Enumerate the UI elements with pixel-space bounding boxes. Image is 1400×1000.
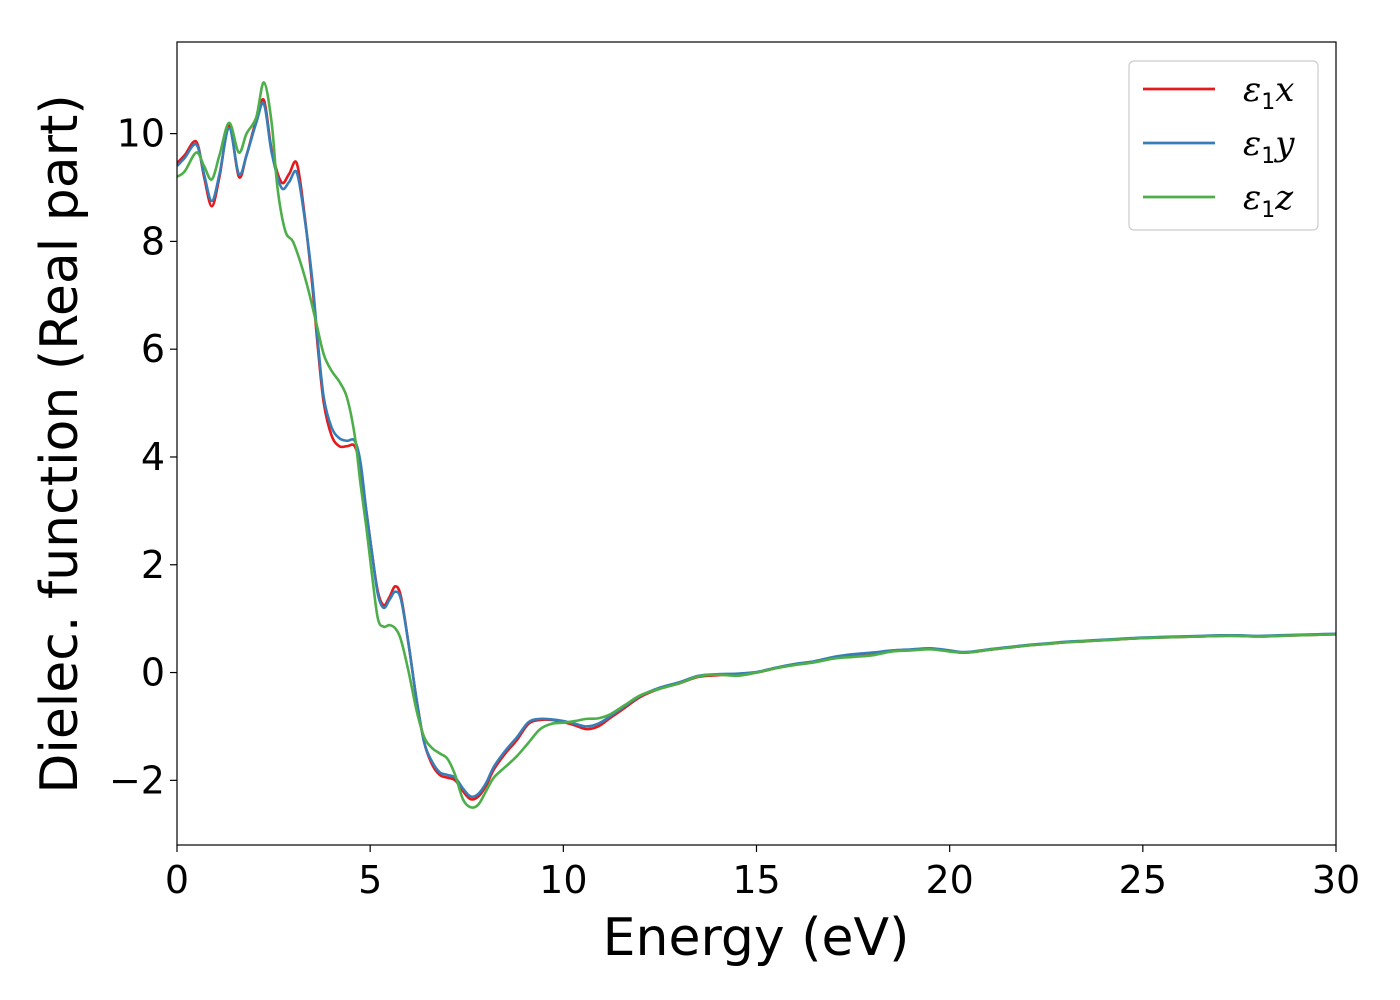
y-axis-label: Dielec. function (Real part) — [30, 94, 90, 793]
y-tick-label: 8 — [141, 219, 165, 263]
series-line-z — [177, 81, 1336, 809]
legend-label-y: ε1y — [1243, 124, 1295, 169]
x-tick-label: 30 — [1312, 858, 1360, 902]
x-axis-label: Energy (eV) — [603, 908, 910, 968]
y-tick-label: 0 — [141, 651, 165, 695]
y-tick-label: 4 — [141, 435, 165, 479]
y-tick-label: 6 — [141, 327, 165, 371]
legend: ε1x ε1y ε1z — [1128, 60, 1319, 231]
y-tick-label: 2 — [141, 543, 165, 587]
series-layer — [177, 81, 1336, 809]
x-tick-label: 20 — [925, 858, 973, 902]
x-tick-label: 15 — [732, 858, 780, 902]
legend-label-z: ε1z — [1243, 178, 1294, 223]
y-tick-label: 10 — [117, 112, 165, 156]
x-tick-label: 5 — [358, 858, 382, 902]
x-tick-label: 10 — [539, 858, 587, 902]
legend-label-x: ε1x — [1243, 70, 1294, 115]
legend-entries: ε1x ε1y ε1z — [1143, 70, 1295, 223]
x-axis-ticks: 0 5 10 15 20 25 30 — [165, 845, 1360, 902]
legend-box — [1128, 60, 1319, 231]
x-tick-label: 0 — [165, 858, 189, 902]
y-tick-label: −2 — [109, 758, 165, 802]
y-axis-ticks: −2 0 2 4 6 8 10 — [109, 112, 177, 802]
x-tick-label: 25 — [1119, 858, 1167, 902]
